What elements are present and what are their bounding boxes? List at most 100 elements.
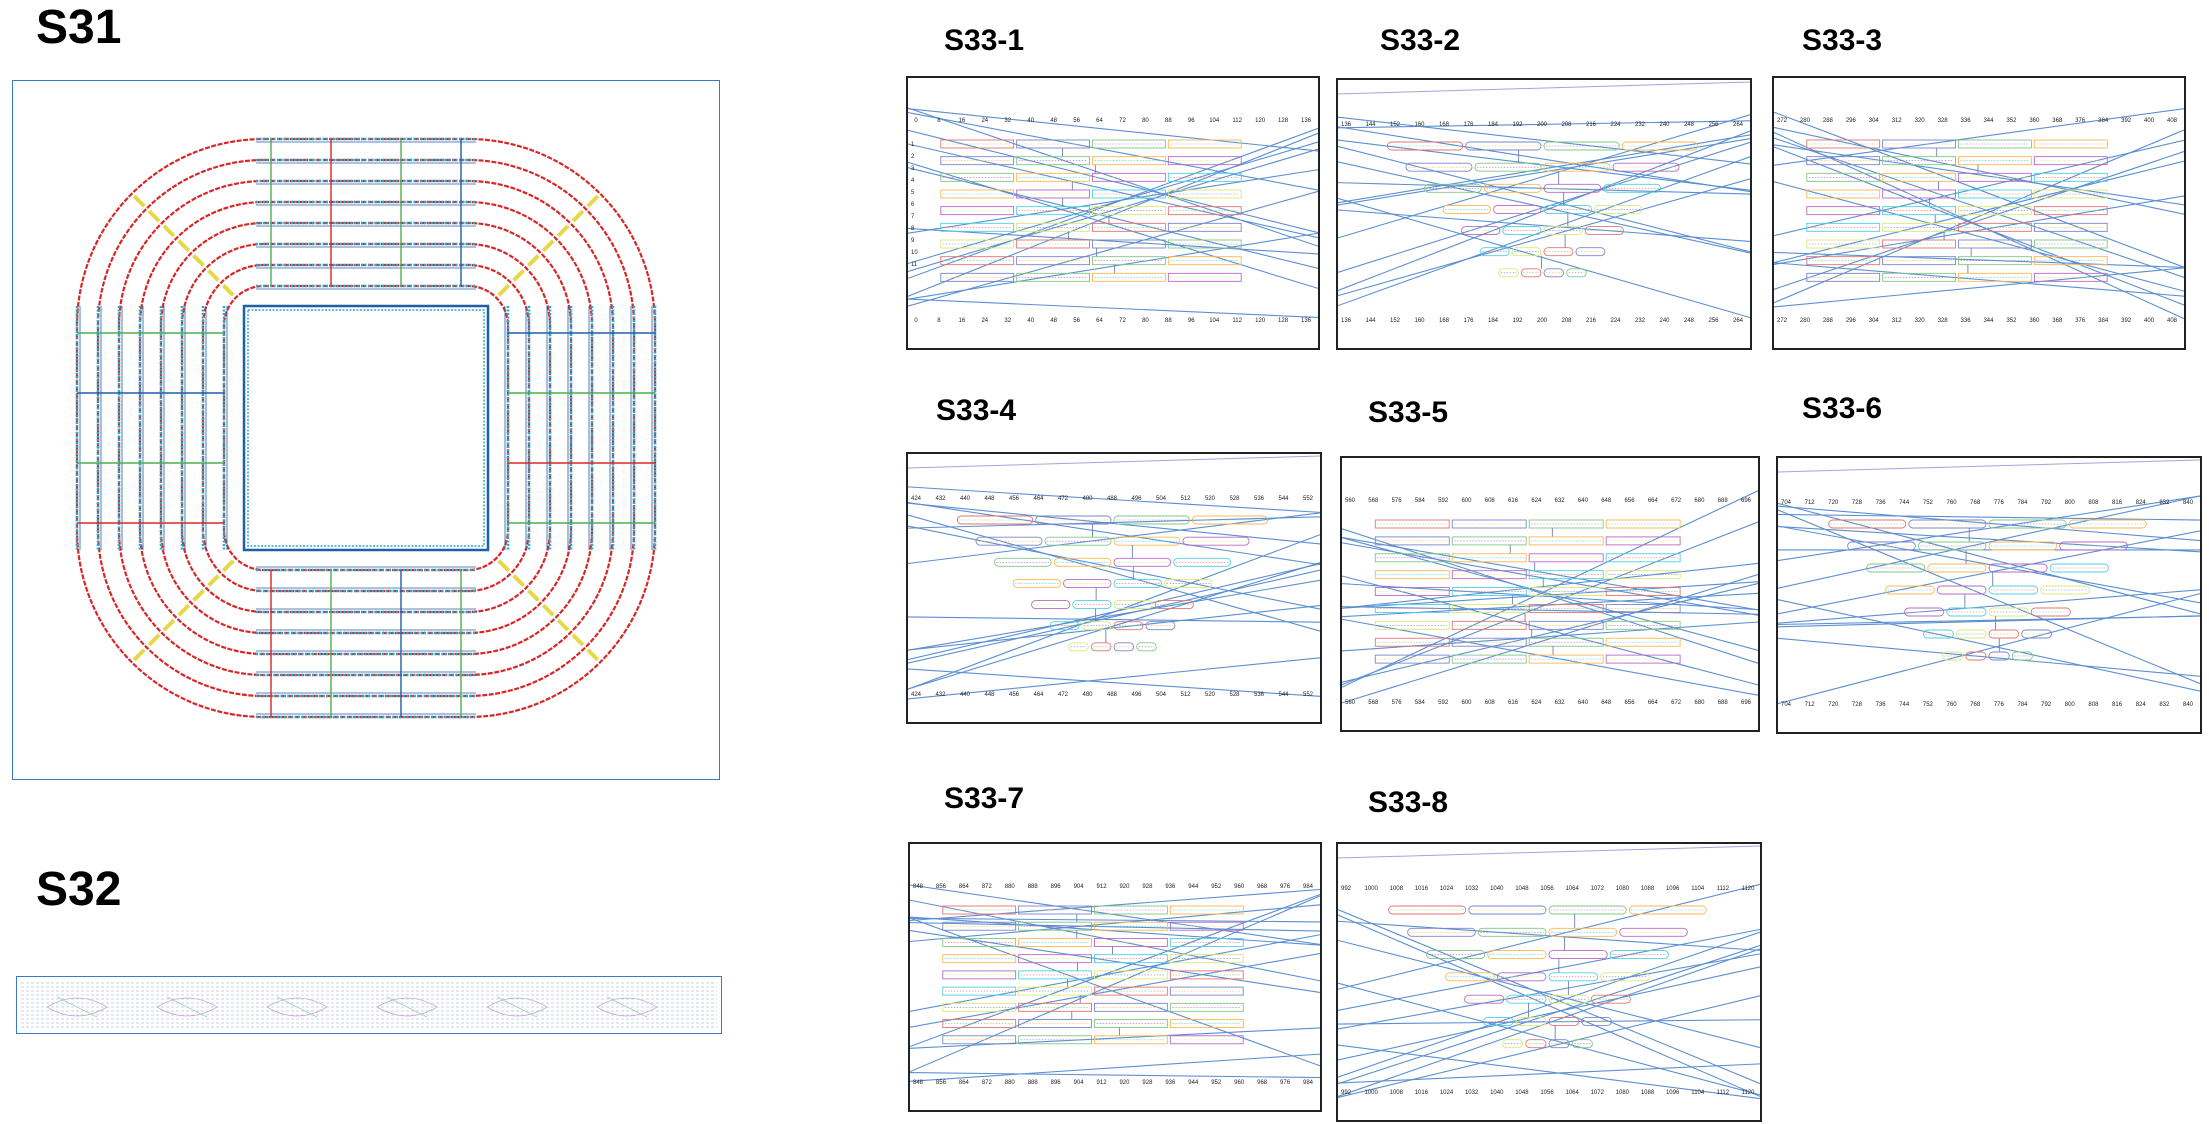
staple-block [1882, 239, 1956, 249]
panel-label-2: S33-2 [1380, 24, 1461, 57]
panel-label-4: S33-4 [936, 394, 1017, 427]
staple-block [1474, 162, 1542, 172]
edge-strand [1778, 459, 2200, 473]
corner-connector [162, 618, 176, 632]
staple-block [1044, 536, 1112, 546]
corner-connector [556, 224, 570, 238]
tick-label-top: 432 [935, 496, 946, 502]
staple-block [1464, 994, 1505, 1004]
helix-strand [1342, 606, 1758, 615]
tick-label-top: 248 [1684, 122, 1695, 128]
staple-block [2030, 607, 2071, 617]
corner-connector [147, 633, 161, 647]
staple-block [1483, 183, 1542, 193]
panel-box-2: 136 136 144 144 152 152 160 160 168 168 176 176 184 1… [1336, 78, 1752, 350]
tick-label-bottom: 896 [1051, 1080, 1062, 1086]
staple-block [1451, 603, 1527, 613]
tick-label-bottom: 976 [1280, 1080, 1291, 1086]
tick-label-bottom: 408 [2167, 318, 2178, 324]
tick-label-top: 872 [982, 884, 993, 890]
helix-strand [908, 298, 1318, 318]
tick-label-bottom: 256 [1708, 318, 1719, 324]
staple-block [1018, 937, 1092, 947]
corner-connector [192, 588, 206, 602]
staple-block [940, 156, 1015, 166]
helix-strand [1342, 536, 1758, 611]
tick-label-top: 536 [1254, 496, 1265, 502]
staple-block [1605, 654, 1681, 664]
staple-block [1016, 256, 1090, 266]
staple-block [1145, 621, 1176, 631]
staple-block [1016, 222, 1090, 232]
staple-block [1094, 937, 1168, 947]
corner-connector [132, 648, 146, 662]
staple-block [1053, 557, 1112, 567]
helix-strand [1342, 490, 1758, 688]
tick-label-bottom: 960 [1234, 1080, 1245, 1086]
staple-block [1405, 162, 1473, 172]
panel-svg-3: 272 272 280 280 288 288 296 296 304 304 312 312 320 3… [1774, 108, 2184, 324]
staple-block [1072, 600, 1112, 610]
corner-connector [177, 239, 191, 253]
tick-label-top: 136 [1301, 118, 1312, 124]
helix-strand [1338, 1044, 1760, 1100]
staple-block [940, 256, 1015, 266]
helix-strand [1778, 530, 2200, 615]
tick-label-top: 1072 [1591, 886, 1605, 892]
tick-label-bottom: 440 [960, 692, 971, 698]
tick-label-bottom: 160 [1414, 318, 1425, 324]
staple-block [1451, 519, 1527, 529]
tick-label-top: 32 [1004, 118, 1011, 124]
staple-block [1525, 1039, 1547, 1049]
staple-block [1113, 536, 1181, 546]
tick-label-bottom: 856 [936, 1080, 947, 1086]
tick-label-top: 528 [1229, 496, 1240, 502]
staple-block [1958, 206, 2032, 216]
tick-label-top: 952 [1211, 884, 1222, 890]
tick-label-top: 376 [2075, 118, 2086, 124]
staple-block [1018, 986, 1092, 996]
staple-block [1173, 557, 1231, 567]
tick-label-top: 104 [1209, 118, 1220, 124]
tick-label-bottom: 128 [1278, 318, 1289, 324]
staple-block [2033, 206, 2108, 216]
tick-label-top: 552 [1303, 496, 1314, 502]
helix-strand [1338, 120, 1750, 129]
tick-label-bottom: 432 [935, 692, 946, 698]
helix-strand [1338, 909, 1760, 1085]
tick-label-top: 240 [1659, 122, 1670, 128]
tick-label-bottom: 872 [982, 1080, 993, 1086]
tick-label-bottom: 832 [2159, 702, 2170, 708]
helix-strand [910, 884, 1320, 945]
tick-label-bottom: 360 [2029, 318, 2040, 324]
staple-block [1094, 954, 1168, 964]
tick-label-bottom: 944 [1188, 1080, 1199, 1086]
tick-label-top: 768 [1970, 500, 1981, 506]
tick-label-bottom: 32 [1004, 318, 1011, 324]
helix-strand [1342, 575, 1758, 686]
tick-label-top: 8 [937, 118, 941, 124]
staple-block [1451, 654, 1527, 664]
staple-block [1388, 905, 1467, 915]
helix-strand [910, 916, 1320, 946]
staple-block [2033, 256, 2108, 266]
tick-label-bottom: 384 [2098, 318, 2109, 324]
corner-connector [147, 209, 161, 223]
tick-label-top: 128 [1278, 118, 1289, 124]
tick-label-bottom: 616 [1508, 700, 1519, 706]
tick-label-top: 360 [2029, 118, 2040, 124]
tick-label-top: 824 [2136, 500, 2147, 506]
staple-block [2033, 222, 2108, 232]
staple-block [1594, 204, 1643, 214]
staple-block [1917, 541, 1987, 551]
staple-block [1468, 905, 1547, 915]
staple-block [1520, 268, 1542, 278]
tick-label-top: 256 [1708, 122, 1719, 128]
staple-block [1169, 986, 1244, 996]
tick-label-bottom: 640 [1578, 700, 1589, 706]
tick-label-top: 584 [1415, 498, 1426, 504]
helix-strand [910, 930, 1320, 993]
corner-connector [177, 603, 191, 617]
tick-label-bottom: 936 [1165, 1080, 1176, 1086]
staple-block [1548, 994, 1589, 1004]
